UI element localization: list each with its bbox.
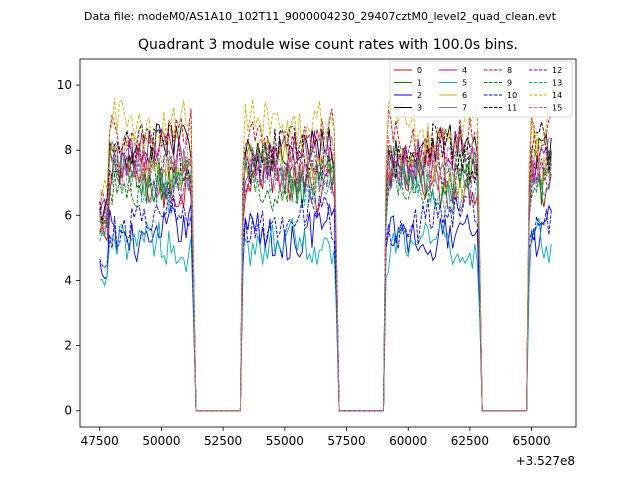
legend-label-10: 10 bbox=[507, 91, 517, 100]
y-tick-label: 0 bbox=[64, 404, 72, 418]
legend-label-2: 2 bbox=[417, 91, 422, 100]
x-tick-label: 57500 bbox=[327, 434, 365, 448]
plot-background bbox=[80, 59, 576, 427]
legend-label-3: 3 bbox=[417, 104, 422, 113]
x-axis: 47500 50000 52500 55000 57500 60000 62500 65000 bbox=[81, 427, 551, 448]
series-line-15 bbox=[99, 135, 552, 412]
series-line-6 bbox=[99, 137, 552, 412]
x-tick-label: 52500 bbox=[204, 434, 242, 448]
series-line-12 bbox=[99, 140, 552, 412]
legend-label-11: 11 bbox=[507, 104, 517, 113]
y-tick-label: 4 bbox=[64, 273, 72, 287]
series-line-8 bbox=[99, 108, 552, 412]
series-lines bbox=[99, 96, 552, 412]
legend-label-12: 12 bbox=[552, 66, 562, 75]
series-line-5 bbox=[99, 217, 552, 412]
x-tick-label: 47500 bbox=[81, 434, 119, 448]
legend-box bbox=[389, 60, 573, 118]
plot-frame bbox=[79, 58, 577, 428]
y-tick-label: 8 bbox=[64, 143, 72, 157]
y-tick-label: 2 bbox=[64, 339, 72, 353]
x-tick-label: 65000 bbox=[512, 434, 550, 448]
legend-label-14: 14 bbox=[552, 91, 562, 100]
legend-label-0: 0 bbox=[417, 66, 422, 75]
legend-label-8: 8 bbox=[507, 66, 512, 75]
plot-area bbox=[79, 58, 577, 428]
x-offset-label: +3.527e8 bbox=[516, 454, 575, 468]
series-line-9 bbox=[99, 146, 552, 412]
legend-label-4: 4 bbox=[462, 66, 467, 75]
legend-label-7: 7 bbox=[462, 104, 467, 113]
series-line-13 bbox=[99, 152, 552, 412]
series-line-10 bbox=[99, 187, 552, 412]
x-tick-label: 55000 bbox=[266, 434, 304, 448]
y-axis: 0 2 4 6 8 10 bbox=[57, 78, 80, 418]
series-line-2 bbox=[99, 203, 552, 412]
x-tick-label: 62500 bbox=[451, 434, 489, 448]
chart-title: Quadrant 3 module wise count rates with … bbox=[138, 37, 518, 53]
legend-label-9: 9 bbox=[507, 79, 512, 88]
legend-label-6: 6 bbox=[462, 91, 467, 100]
y-tick-label: 10 bbox=[57, 78, 72, 92]
legend-label-5: 5 bbox=[462, 79, 467, 88]
chart-suptitle: Data file: modeM0/AS1A10_102T11_90000042… bbox=[84, 10, 557, 23]
x-tick-label: 60000 bbox=[389, 434, 427, 448]
series-line-14 bbox=[99, 96, 552, 412]
legend-label-15: 15 bbox=[552, 104, 562, 113]
legend-label-1: 1 bbox=[417, 79, 422, 88]
y-tick-label: 6 bbox=[64, 208, 72, 222]
legend-label-13: 13 bbox=[552, 79, 562, 88]
x-tick-label: 50000 bbox=[142, 434, 180, 448]
